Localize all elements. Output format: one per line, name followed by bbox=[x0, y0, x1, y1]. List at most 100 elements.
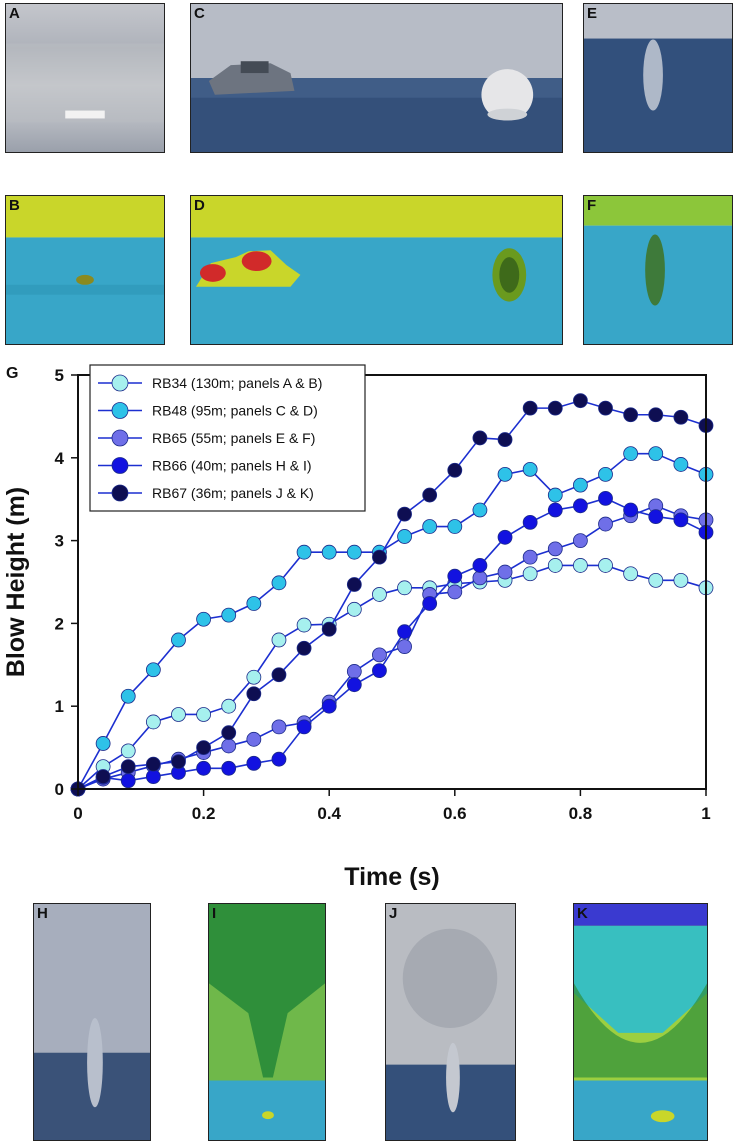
data-point bbox=[673, 512, 689, 528]
data-point bbox=[271, 751, 287, 767]
panel-label-c: C bbox=[194, 5, 205, 22]
data-point bbox=[472, 558, 488, 573]
panel-f-image bbox=[584, 196, 732, 344]
data-point bbox=[95, 736, 111, 751]
data-point bbox=[95, 769, 111, 784]
y-tick-label: 5 bbox=[55, 366, 64, 385]
series-0 bbox=[70, 558, 714, 797]
legend-marker bbox=[111, 429, 129, 447]
data-point bbox=[673, 457, 689, 472]
panel-k-image bbox=[574, 904, 707, 1140]
x-tick-label: 0.4 bbox=[317, 804, 341, 823]
data-point bbox=[623, 446, 639, 462]
panel-label-k: K bbox=[577, 905, 588, 922]
data-point bbox=[397, 529, 412, 544]
data-point bbox=[472, 502, 488, 518]
blow-height-chart: 0 0.2 0.4 0.6 0.8 1 0 1 2 3 4 5 Time (s) Blow Heigh… bbox=[2, 364, 714, 891]
data-point bbox=[397, 580, 412, 596]
data-point bbox=[648, 572, 664, 588]
legend-marker bbox=[111, 374, 129, 392]
data-point bbox=[296, 617, 312, 633]
data-point bbox=[372, 549, 387, 565]
data-point bbox=[271, 575, 287, 591]
data-point bbox=[372, 587, 387, 602]
data-point bbox=[422, 519, 438, 534]
data-point bbox=[547, 541, 563, 557]
panel-c-image bbox=[191, 4, 562, 152]
x-axis-title: Time (s) bbox=[344, 863, 439, 891]
data-point bbox=[120, 743, 136, 759]
legend-item: RB48 (95m; panels C & D) bbox=[98, 402, 318, 419]
data-point bbox=[397, 624, 412, 640]
data-point bbox=[598, 466, 613, 482]
data-point bbox=[346, 664, 362, 679]
data-point bbox=[447, 519, 463, 534]
data-point bbox=[573, 533, 588, 549]
data-point bbox=[171, 707, 186, 722]
data-point bbox=[246, 686, 262, 702]
panel-label-b: B bbox=[9, 197, 20, 214]
series-1 bbox=[70, 446, 714, 797]
data-point bbox=[623, 502, 639, 518]
data-point bbox=[447, 462, 463, 478]
data-point bbox=[397, 639, 412, 654]
data-point bbox=[547, 502, 563, 518]
data-point bbox=[321, 544, 337, 560]
legend-item: RB66 (40m; panels H & I) bbox=[98, 457, 312, 474]
legend-item: RB65 (55m; panels E & F) bbox=[98, 429, 315, 447]
data-point bbox=[447, 584, 463, 600]
data-point bbox=[296, 544, 312, 560]
data-point bbox=[573, 498, 588, 514]
y-tick-label: 0 bbox=[55, 780, 64, 799]
data-point bbox=[573, 393, 588, 409]
data-point bbox=[296, 719, 312, 735]
data-point bbox=[573, 558, 588, 573]
data-point bbox=[522, 461, 538, 477]
data-point bbox=[497, 432, 513, 447]
data-point bbox=[673, 409, 689, 425]
panel-b-image bbox=[6, 196, 164, 344]
data-point bbox=[346, 677, 362, 693]
panel-j-image bbox=[386, 904, 515, 1140]
legend-label: RB65 (55m; panels E & F) bbox=[152, 430, 315, 446]
data-point bbox=[346, 544, 362, 560]
panel-d-thermal-image: D bbox=[190, 195, 563, 345]
data-point bbox=[522, 566, 538, 582]
legend-label: RB67 (36m; panels J & K) bbox=[152, 485, 314, 501]
panel-label-e: E bbox=[587, 5, 598, 22]
data-point bbox=[321, 698, 337, 714]
panel-i-thermal-image: I bbox=[208, 903, 326, 1141]
data-point bbox=[623, 407, 639, 423]
data-point bbox=[120, 759, 136, 775]
data-point bbox=[196, 760, 212, 776]
y-tick-label: 3 bbox=[55, 532, 64, 551]
legend-item: RB34 (130m; panels A & B) bbox=[98, 374, 322, 392]
data-point bbox=[321, 621, 337, 637]
data-point bbox=[346, 601, 362, 617]
data-point bbox=[296, 640, 312, 656]
ticks-layer: 0 0.2 0.4 0.6 0.8 1 0 1 2 3 4 5 bbox=[55, 366, 711, 823]
data-point bbox=[246, 669, 262, 685]
panel-k-thermal-image: K bbox=[573, 903, 708, 1141]
x-tick-label: 0 bbox=[73, 804, 82, 823]
data-point bbox=[372, 647, 387, 663]
data-point bbox=[497, 466, 513, 482]
panel-label-i: I bbox=[212, 905, 217, 922]
data-point bbox=[598, 400, 613, 416]
y-tick-label: 4 bbox=[55, 449, 65, 468]
data-point bbox=[497, 564, 513, 580]
data-point bbox=[145, 662, 161, 678]
data-point bbox=[196, 611, 212, 627]
x-tick-label: 0.6 bbox=[443, 804, 467, 823]
data-point bbox=[145, 756, 161, 772]
data-point bbox=[397, 506, 412, 522]
panel-e-visible-photo: E bbox=[583, 3, 733, 153]
panel-b-thermal-image: B bbox=[5, 195, 165, 345]
data-point bbox=[221, 738, 237, 754]
series-4 bbox=[70, 393, 714, 797]
legend-label: RB34 (130m; panels A & B) bbox=[152, 375, 322, 391]
panel-a-image bbox=[6, 4, 164, 152]
panel-label-f: F bbox=[587, 197, 597, 214]
data-point bbox=[598, 490, 613, 506]
data-point bbox=[246, 755, 262, 771]
